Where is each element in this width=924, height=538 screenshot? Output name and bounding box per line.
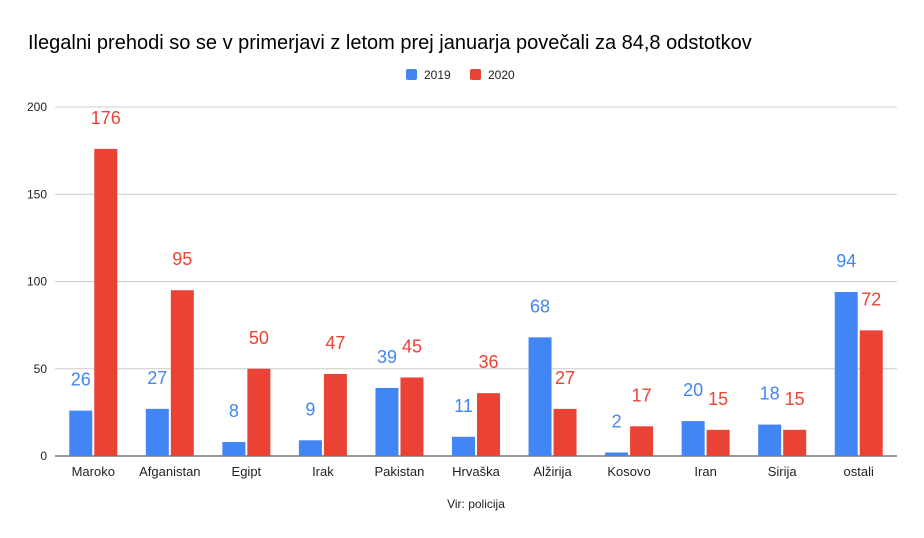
legend-label: 2020 <box>488 68 515 82</box>
bar-2019 <box>528 337 552 456</box>
bar-2020 <box>170 290 194 456</box>
x-tick-label: Maroko <box>72 464 115 479</box>
bar-2019 <box>145 408 169 456</box>
legend-swatch-2020 <box>470 69 481 80</box>
bar-2020 <box>323 373 347 456</box>
bar-2019 <box>222 442 246 456</box>
chart-title: Ilegalni prehodi so se v primerjavi z le… <box>28 32 752 54</box>
bar-2020 <box>706 429 730 456</box>
bar-2020 <box>400 377 424 456</box>
bar-2019 <box>452 436 475 456</box>
bar-2019 <box>605 452 629 456</box>
x-tick-label: Alžirija <box>533 464 572 479</box>
data-label-2019: 11 <box>454 396 473 416</box>
bar-2020 <box>553 408 577 456</box>
x-tick-label: Pakistan <box>375 464 425 479</box>
data-label-2020: 95 <box>172 249 192 269</box>
bar-2019 <box>69 410 93 456</box>
y-tick-label: 50 <box>34 362 48 376</box>
x-tick-label: Irak <box>312 464 334 479</box>
data-label-2020: 17 <box>632 385 652 405</box>
legend-swatch-2019 <box>406 69 417 80</box>
source-label: Vir: policija <box>447 497 505 511</box>
bar-2019 <box>681 421 705 456</box>
x-tick-label: Sirija <box>768 464 798 479</box>
bars <box>69 148 883 456</box>
data-label-2020: 45 <box>402 336 422 356</box>
bar-2020 <box>247 368 271 456</box>
legend-label: 2019 <box>424 68 451 82</box>
x-tick-label: ostali <box>844 464 874 479</box>
data-label-2019: 27 <box>147 368 167 388</box>
bar-2020 <box>859 330 883 456</box>
y-tick-label: 150 <box>27 187 47 201</box>
data-label-2020: 36 <box>478 352 498 372</box>
bar-2020 <box>783 429 807 456</box>
bar-2020 <box>477 393 500 456</box>
x-tick-label: Hrvaška <box>452 464 500 479</box>
bar-2019 <box>375 387 399 456</box>
x-tick-label: Iran <box>694 464 716 479</box>
data-label-2020: 15 <box>708 389 728 409</box>
y-tick-label: 0 <box>40 449 47 463</box>
data-label-2019: 39 <box>377 347 397 367</box>
bar-2020 <box>94 148 118 456</box>
x-tick-label: Afganistan <box>139 464 200 479</box>
gridlines: 0 50 100 150 200 <box>27 100 897 463</box>
y-tick-label: 200 <box>27 100 47 114</box>
bar-2019 <box>298 440 322 456</box>
legend: 2019 2020 <box>406 68 515 82</box>
data-label-2020: 72 <box>861 289 881 309</box>
x-tick-label: Egipt <box>232 464 262 479</box>
data-label-2019: 68 <box>530 296 550 316</box>
bar-2019 <box>834 291 858 456</box>
data-label-2020: 176 <box>91 108 121 128</box>
data-label-2020: 50 <box>249 328 269 348</box>
data-label-2019: 8 <box>229 401 239 421</box>
data-label-2020: 15 <box>785 389 805 409</box>
y-tick-label: 100 <box>27 275 47 289</box>
data-label-2019: 2 <box>612 412 622 432</box>
data-label-2019: 94 <box>836 251 856 271</box>
bar-2019 <box>758 424 782 456</box>
x-tick-label: Kosovo <box>607 464 650 479</box>
data-label-2019: 9 <box>305 399 315 419</box>
data-label-2020: 47 <box>325 333 345 353</box>
data-label-2019: 18 <box>760 384 780 404</box>
bar-2020 <box>630 426 654 456</box>
data-label-2019: 20 <box>683 380 703 400</box>
x-axis-ticks: Maroko Afganistan Egipt Irak Pakistan Hrvaška… <box>72 464 874 479</box>
data-label-2020: 27 <box>555 368 575 388</box>
data-label-2019: 26 <box>71 370 91 390</box>
